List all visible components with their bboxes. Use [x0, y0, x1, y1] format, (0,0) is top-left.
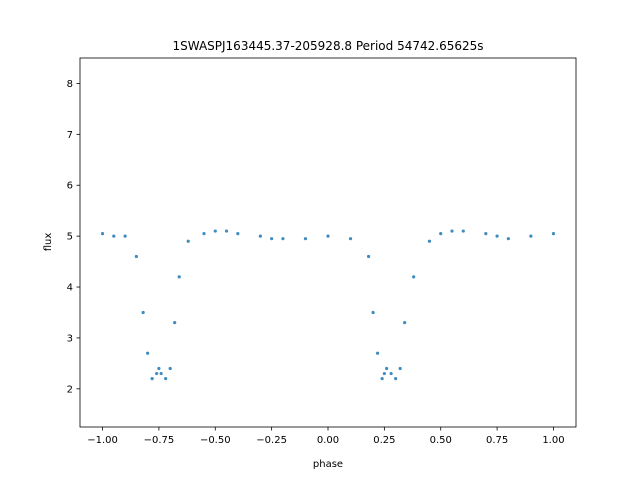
plot-area — [79, 57, 577, 428]
x-tick-label: 1.00 — [542, 435, 564, 446]
data-point — [134, 254, 138, 259]
x-tick-label: −1.00 — [87, 435, 118, 446]
x-tick-label: 0.00 — [317, 435, 339, 446]
data-points — [100, 229, 556, 381]
data-point — [303, 237, 308, 241]
y-tick-label: 5 — [67, 232, 73, 243]
data-point — [376, 351, 380, 355]
data-point — [213, 229, 217, 233]
y-tick-label: 8 — [67, 79, 73, 90]
x-tick-label: −0.25 — [256, 435, 287, 446]
x-tick-label: 0.25 — [373, 435, 395, 446]
data-point — [123, 234, 127, 238]
y-tick-label: 6 — [67, 181, 73, 192]
data-point — [281, 237, 285, 241]
data-point — [157, 366, 161, 371]
data-point — [159, 371, 163, 376]
data-point — [236, 231, 240, 236]
data-point — [186, 239, 190, 243]
data-point — [389, 371, 393, 376]
data-point — [484, 231, 488, 236]
data-point — [366, 254, 371, 259]
y-axis: 2 3 4 5 6 7 8 — [67, 79, 80, 395]
data-point — [398, 366, 402, 371]
data-point — [141, 310, 145, 315]
y-axis-label: flux — [43, 233, 54, 252]
data-point — [173, 321, 177, 325]
data-point — [382, 371, 386, 376]
data-point — [112, 234, 116, 238]
data-point — [461, 229, 465, 233]
data-point — [146, 351, 150, 355]
data-point — [202, 231, 206, 236]
data-point — [394, 377, 398, 381]
data-point — [100, 231, 105, 236]
data-point — [150, 377, 154, 381]
y-tick-label: 3 — [67, 333, 73, 344]
x-tick-label: −0.75 — [144, 435, 175, 446]
y-tick-label: 4 — [67, 283, 73, 294]
data-point — [326, 234, 330, 238]
data-point — [371, 310, 375, 315]
x-tick-label: 0.50 — [430, 435, 452, 446]
data-point — [348, 237, 353, 241]
data-point — [495, 234, 499, 238]
data-point — [258, 234, 262, 238]
data-point — [529, 234, 533, 238]
x-axis: −1.00 −0.75 −0.50 −0.25 0.00 0.25 0.50 0.75 1.00 — [87, 427, 565, 446]
data-point — [385, 366, 389, 371]
x-axis-label: phase — [313, 459, 343, 470]
y-tick-label: 7 — [67, 130, 73, 141]
data-point — [164, 377, 168, 381]
data-point — [427, 239, 432, 243]
chart-title: 1SWASPJ163445.37-205928.8 Period 54742.6… — [172, 39, 483, 53]
data-point — [177, 275, 181, 279]
data-point — [551, 231, 556, 236]
x-tick-label: −0.50 — [200, 435, 231, 446]
data-point — [380, 377, 384, 381]
x-tick-label: 0.75 — [486, 435, 508, 446]
plot-background — [80, 58, 576, 427]
data-point — [439, 231, 443, 236]
data-point — [155, 371, 159, 376]
data-point — [270, 237, 274, 241]
data-point — [403, 321, 407, 325]
data-point — [168, 366, 172, 371]
y-tick-label: 2 — [67, 384, 73, 395]
data-point — [224, 229, 229, 233]
data-point — [412, 275, 416, 279]
data-point — [450, 229, 454, 233]
data-point — [506, 237, 510, 241]
